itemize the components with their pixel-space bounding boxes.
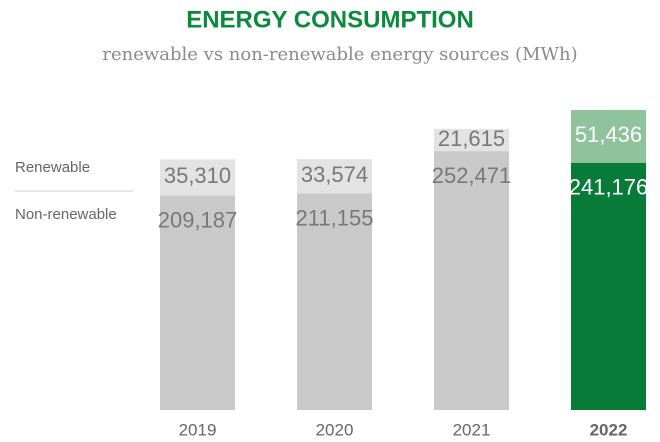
bar-segment xyxy=(160,159,235,196)
legend-label: Non-renewable xyxy=(15,206,117,223)
x-tick-label: 2019 xyxy=(179,420,217,439)
value-label: 21,615 xyxy=(438,126,505,151)
bar-segment xyxy=(571,110,646,163)
value-label: 211,155 xyxy=(296,205,374,230)
bar-segment xyxy=(434,128,509,152)
value-label: 51,436 xyxy=(575,122,642,147)
chart-title: ENERGY CONSUMPTION xyxy=(186,6,474,33)
value-label: 209,187 xyxy=(158,207,238,232)
bar-segment xyxy=(297,193,372,410)
x-tick-label: 2021 xyxy=(453,420,491,439)
legend-label: Renewable xyxy=(15,159,90,176)
bar-segment xyxy=(297,159,372,194)
bar-segment xyxy=(571,162,646,410)
x-tick-label: 2020 xyxy=(316,420,354,439)
value-label: 252,471 xyxy=(432,163,512,188)
value-label: 33,574 xyxy=(301,162,368,187)
bar-segment xyxy=(160,195,235,410)
x-tick-label: 2022 xyxy=(590,420,628,439)
value-label: 35,310 xyxy=(164,163,231,188)
bar-segment xyxy=(434,151,509,411)
value-label: 241,176 xyxy=(569,175,649,200)
chart-subtitle: renewable vs non-renewable energy source… xyxy=(102,44,577,65)
